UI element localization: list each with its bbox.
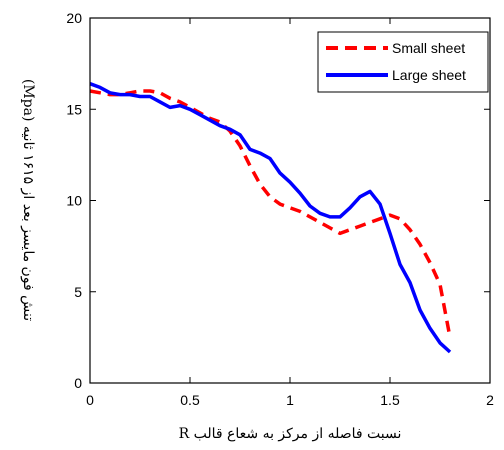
x-tick-label: 0 bbox=[86, 392, 94, 408]
x-tick-label: 2 bbox=[486, 392, 494, 408]
y-tick-label: 15 bbox=[66, 101, 82, 117]
x-axis-title: نسبت فاصله از مرکز به شعاع قالب R bbox=[179, 426, 402, 442]
y-axis-title: تنش فون مایسز بعد از ۱۶۱۵ ثانیه (Mpa) bbox=[20, 79, 36, 321]
y-tick-label: 5 bbox=[74, 284, 82, 300]
legend: Small sheet Large sheet bbox=[317, 31, 489, 93]
y-tick-label: 10 bbox=[66, 193, 82, 209]
x-tick-label: 1.5 bbox=[380, 392, 400, 408]
legend-label-large-sheet: Large sheet bbox=[392, 67, 466, 83]
legend-box bbox=[317, 31, 489, 93]
y-tick-label: 0 bbox=[74, 375, 82, 391]
plot-marks bbox=[89, 82, 452, 354]
x-tick-label: 0.5 bbox=[180, 392, 200, 408]
series-line-0 bbox=[89, 89, 452, 338]
y-tick-label: 20 bbox=[66, 10, 82, 26]
legend-label-small-sheet: Small sheet bbox=[392, 40, 465, 56]
x-tick-label: 1 bbox=[286, 392, 294, 408]
series-line-1 bbox=[89, 82, 452, 354]
